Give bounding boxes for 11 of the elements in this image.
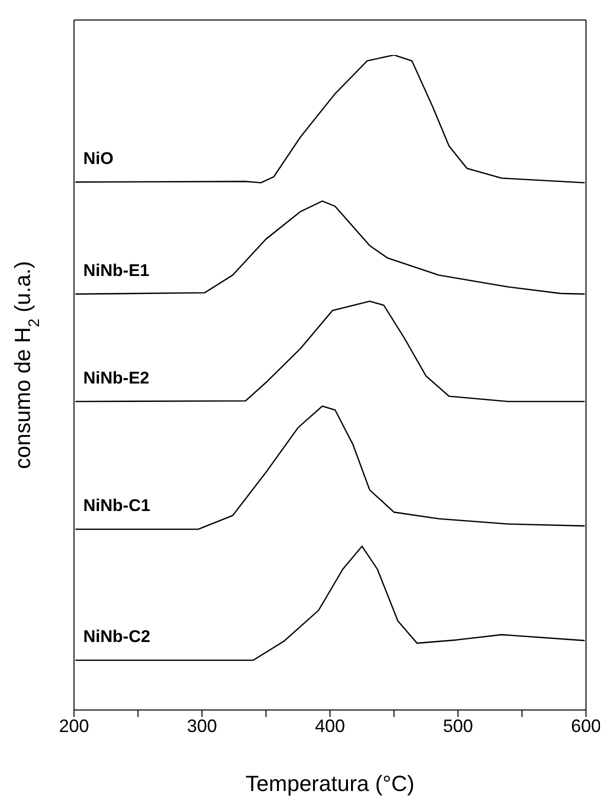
series-label: NiNb-E1 xyxy=(83,261,150,280)
x-tick-label: 300 xyxy=(186,716,218,736)
x-axis-title: Temperatura (°C) xyxy=(246,771,414,796)
x-tick-label: 600 xyxy=(570,716,602,736)
series-label: NiNb-C2 xyxy=(83,627,150,646)
x-tick-label: 400 xyxy=(314,716,346,736)
series-label: NiO xyxy=(83,149,114,168)
x-tick-label: 500 xyxy=(442,716,474,736)
x-tick-label: 200 xyxy=(58,716,90,736)
series-label: NiNb-E2 xyxy=(83,368,150,388)
series-label: NiNb-C1 xyxy=(83,496,150,516)
